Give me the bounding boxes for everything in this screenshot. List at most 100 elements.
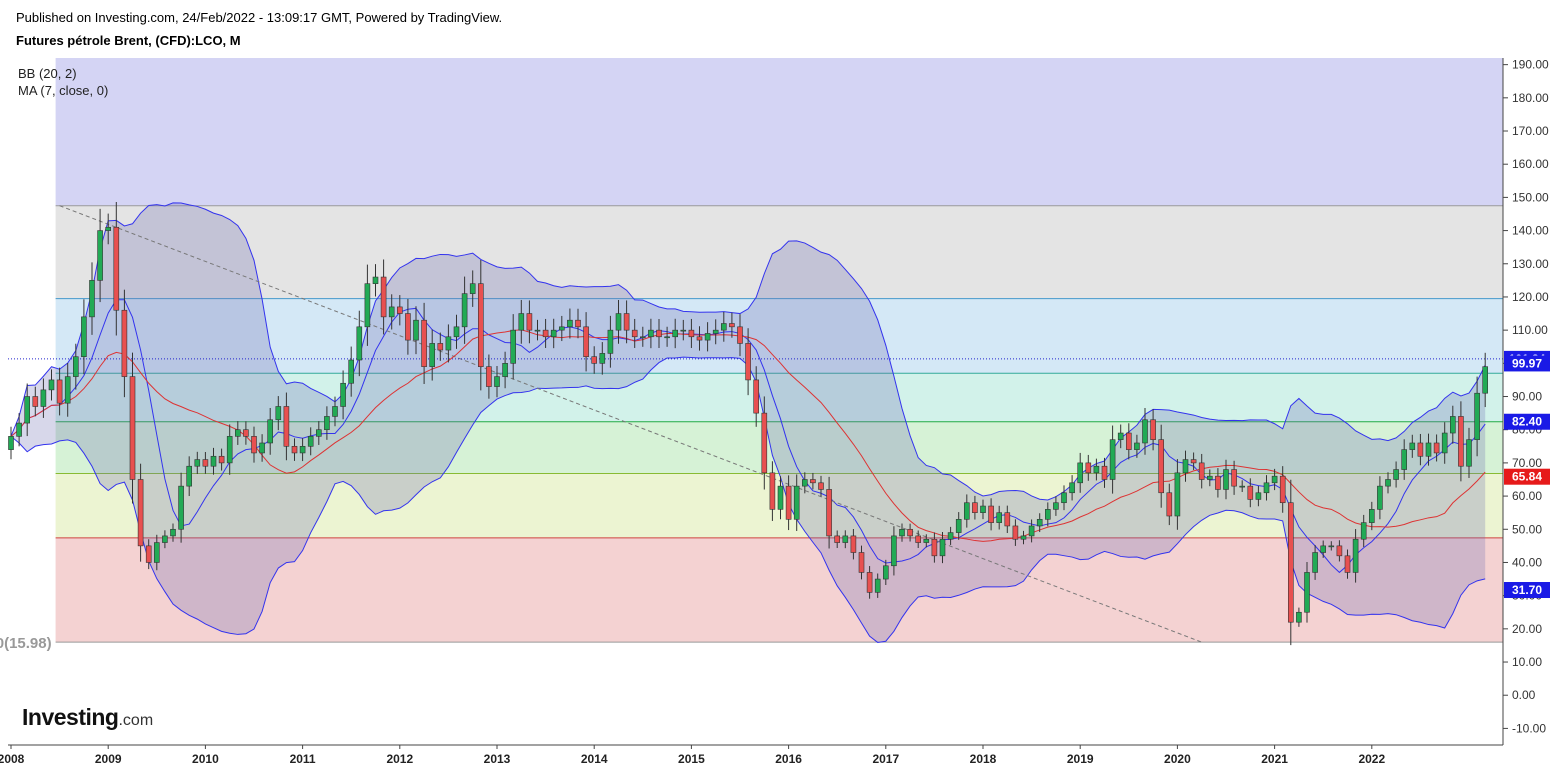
legend-ma[interactable]: MA (7, close, 0) bbox=[18, 83, 109, 98]
y-tick-label: 120.00 bbox=[1512, 290, 1549, 304]
candle bbox=[348, 346, 355, 397]
candle-body bbox=[664, 336, 670, 339]
candle bbox=[445, 324, 452, 363]
x-tick-label: 2021 bbox=[1261, 752, 1288, 766]
candle-body bbox=[907, 528, 913, 537]
candle-body bbox=[1028, 525, 1035, 537]
fib-bands bbox=[8, 58, 1504, 745]
candle-body bbox=[372, 276, 379, 284]
candle-body bbox=[1036, 519, 1043, 527]
candle-body bbox=[583, 326, 589, 357]
candle-body bbox=[923, 538, 930, 543]
candle-body bbox=[631, 329, 638, 338]
candle-body bbox=[1134, 442, 1140, 450]
candle bbox=[291, 438, 298, 461]
candle-body bbox=[1279, 475, 1286, 504]
candle-body bbox=[769, 472, 776, 510]
candle-body bbox=[89, 280, 95, 318]
candle bbox=[696, 326, 703, 351]
candle-body bbox=[534, 329, 541, 332]
candle-body bbox=[356, 326, 363, 361]
candle bbox=[1482, 352, 1488, 408]
price-badge-label: 82.40 bbox=[1512, 415, 1542, 429]
candle bbox=[672, 318, 679, 349]
candle bbox=[567, 308, 573, 339]
candle bbox=[1263, 475, 1270, 501]
candle-body bbox=[842, 535, 849, 543]
y-tick-label: 110.00 bbox=[1512, 323, 1548, 337]
candle-body bbox=[299, 446, 306, 454]
fib-band-4 bbox=[55, 298, 1504, 374]
y-tick-label: 20.00 bbox=[1512, 622, 1542, 636]
investing-logo[interactable]: Investing.com bbox=[22, 704, 153, 731]
candle-body bbox=[413, 319, 419, 341]
candle-body bbox=[1417, 442, 1424, 457]
candle-body bbox=[105, 226, 111, 231]
candle-body bbox=[996, 512, 1003, 523]
candle-body bbox=[1045, 509, 1051, 520]
candle-body bbox=[445, 336, 452, 351]
candle-body bbox=[1093, 465, 1100, 474]
candle-body bbox=[129, 376, 136, 480]
candle-body bbox=[1069, 482, 1075, 494]
candle bbox=[866, 566, 873, 599]
candle-body bbox=[1425, 442, 1432, 457]
candle-body bbox=[1304, 572, 1310, 613]
candle bbox=[1385, 472, 1391, 494]
candle bbox=[324, 406, 330, 440]
y-tick-label: 0.00 bbox=[1512, 688, 1536, 702]
candle bbox=[105, 213, 111, 245]
candle bbox=[194, 451, 201, 474]
candle bbox=[8, 426, 14, 460]
candle bbox=[1450, 405, 1456, 444]
candle bbox=[315, 421, 322, 445]
trend-dashed-line bbox=[59, 205, 1202, 643]
y-tick-label: 10.00 bbox=[1512, 655, 1542, 669]
candle-body bbox=[170, 528, 176, 537]
candle-body bbox=[656, 329, 662, 338]
bb-fill bbox=[11, 202, 1486, 643]
candle-body bbox=[639, 336, 646, 339]
candle bbox=[1166, 483, 1173, 526]
candle-body bbox=[364, 283, 371, 328]
candle bbox=[793, 474, 800, 531]
candle-body bbox=[453, 326, 460, 338]
x-tick-label: 2008 bbox=[0, 752, 25, 766]
candle bbox=[623, 300, 630, 344]
candle-body bbox=[332, 406, 338, 417]
candle bbox=[761, 396, 768, 490]
legend-bb[interactable]: BB (20, 2) bbox=[18, 66, 77, 81]
candle bbox=[729, 312, 735, 338]
candle bbox=[891, 526, 897, 576]
y-tick-label: -10.00 bbox=[1512, 721, 1546, 735]
x-tick-label: 2019 bbox=[1067, 752, 1094, 766]
candle-body bbox=[437, 343, 444, 351]
candle bbox=[154, 534, 160, 571]
candle-body bbox=[882, 565, 889, 580]
x-tick-label: 2014 bbox=[581, 752, 608, 766]
candle-body bbox=[251, 436, 257, 454]
candle bbox=[915, 530, 922, 548]
candle-body bbox=[558, 326, 565, 331]
price-badge bbox=[1504, 468, 1550, 485]
fib-levels: 0(15.98) bbox=[0, 205, 1503, 652]
candle bbox=[1433, 434, 1440, 462]
candle bbox=[413, 306, 419, 355]
candle-body bbox=[1101, 465, 1108, 480]
candle-body bbox=[396, 306, 403, 314]
candle-body bbox=[97, 230, 103, 281]
candle bbox=[1150, 409, 1156, 451]
candle bbox=[1053, 496, 1059, 516]
trend-line bbox=[8, 205, 1503, 643]
candle-body bbox=[24, 396, 31, 424]
candle-body bbox=[178, 485, 184, 530]
candle bbox=[599, 342, 606, 375]
candle bbox=[129, 352, 136, 504]
candle bbox=[1085, 454, 1092, 481]
candle-body bbox=[793, 485, 800, 520]
candle bbox=[745, 328, 751, 396]
candle bbox=[526, 300, 533, 344]
candle-body bbox=[1450, 416, 1456, 434]
candle-body bbox=[56, 379, 63, 404]
